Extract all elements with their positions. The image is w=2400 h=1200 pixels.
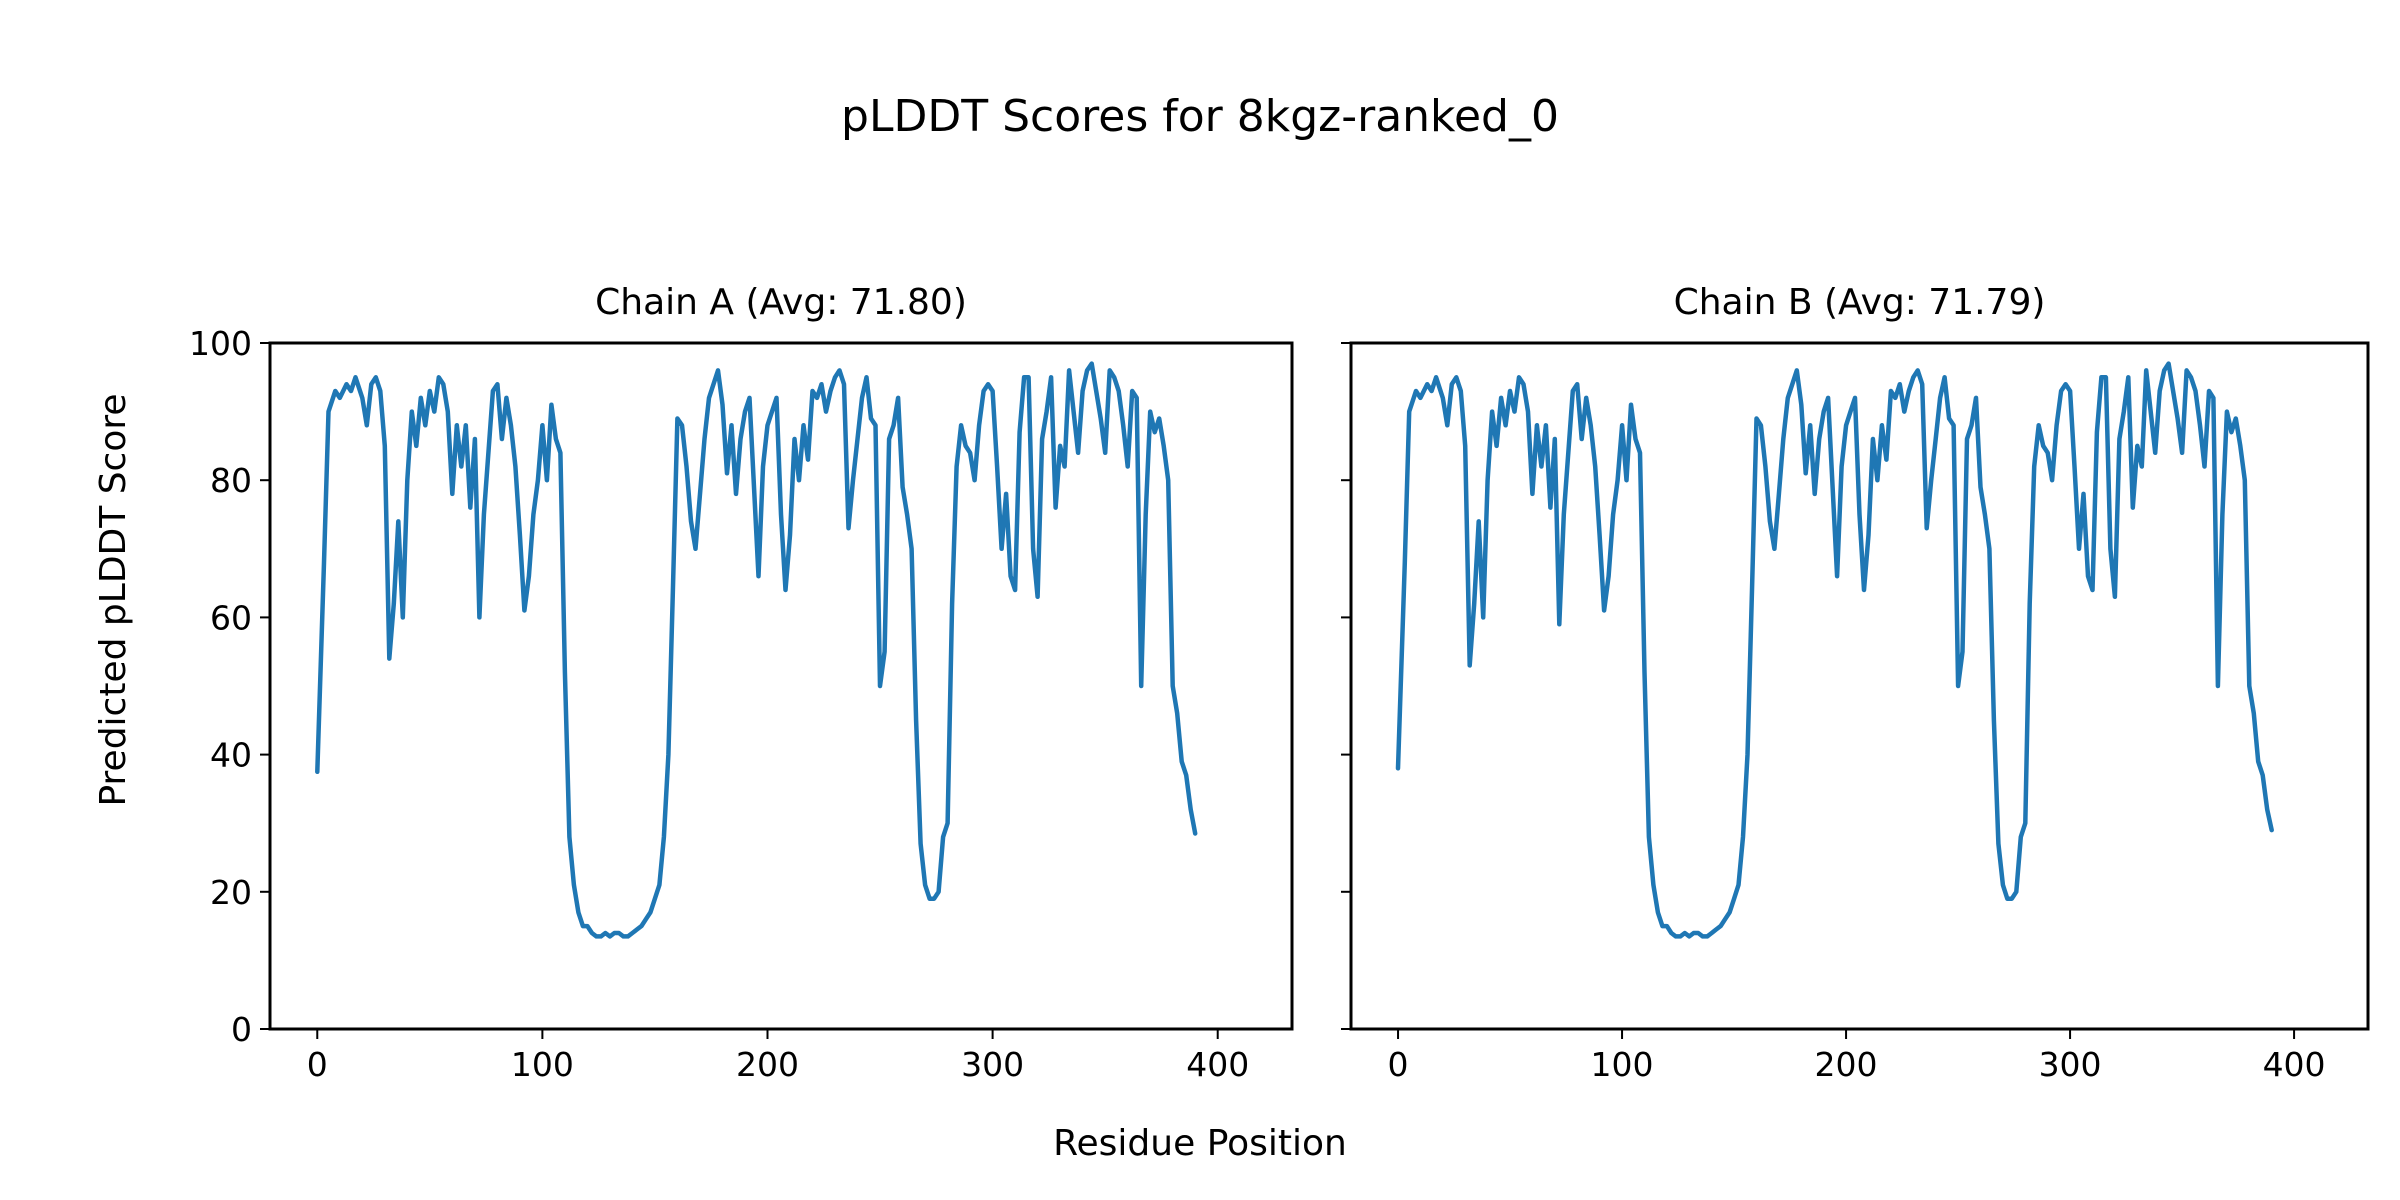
x-tick-label: 400 bbox=[2263, 1045, 2326, 1084]
x-tick-label: 0 bbox=[307, 1045, 328, 1084]
y-tick-label: 100 bbox=[189, 324, 252, 363]
y-tick-label: 80 bbox=[210, 461, 252, 500]
y-axis-label: Predicted pLDDT Score bbox=[93, 393, 134, 806]
y-tick-label: 40 bbox=[210, 736, 252, 775]
panel-title-chain-b: Chain B (Avg: 71.79) bbox=[1674, 282, 2046, 323]
y-tick-label: 0 bbox=[231, 1010, 252, 1049]
x-tick-label: 100 bbox=[511, 1045, 574, 1084]
plot-frame-chain-a bbox=[268, 341, 1294, 1031]
panel-chain-b: Chain B (Avg: 71.79) 0 100 200 300 400 bbox=[1341, 282, 2370, 1084]
x-axis-label: Residue Position bbox=[1053, 1123, 1347, 1164]
x-tick-label: 200 bbox=[1815, 1045, 1878, 1084]
x-tick-label: 200 bbox=[736, 1045, 799, 1084]
y-tick-label: 60 bbox=[210, 598, 252, 637]
series-line-chain-b bbox=[1395, 361, 2274, 939]
plot-frame-chain-b bbox=[1349, 341, 2370, 1031]
x-tick-label: 400 bbox=[1186, 1045, 1249, 1084]
x-tick-label: 100 bbox=[1591, 1045, 1654, 1084]
x-tick-label: 300 bbox=[961, 1045, 1024, 1084]
axes-ticks-chain-b: 0 100 200 300 400 bbox=[1341, 342, 2326, 1084]
x-tick-label: 0 bbox=[1388, 1045, 1409, 1084]
panel-title-chain-a: Chain A (Avg: 71.80) bbox=[595, 282, 967, 323]
series-line-chain-a bbox=[315, 361, 1198, 939]
panel-chain-a: Chain A (Avg: 71.80) 0 100 200 300 400 0 20 40 6… bbox=[189, 282, 1294, 1084]
x-tick-label: 300 bbox=[2039, 1045, 2102, 1084]
axes-ticks-chain-a: 0 100 200 300 400 0 20 40 60 80 100 bbox=[189, 324, 1249, 1084]
chart-title: pLDDT Scores for 8kgz-ranked_0 bbox=[841, 91, 1559, 142]
y-tick-label: 20 bbox=[210, 873, 252, 912]
